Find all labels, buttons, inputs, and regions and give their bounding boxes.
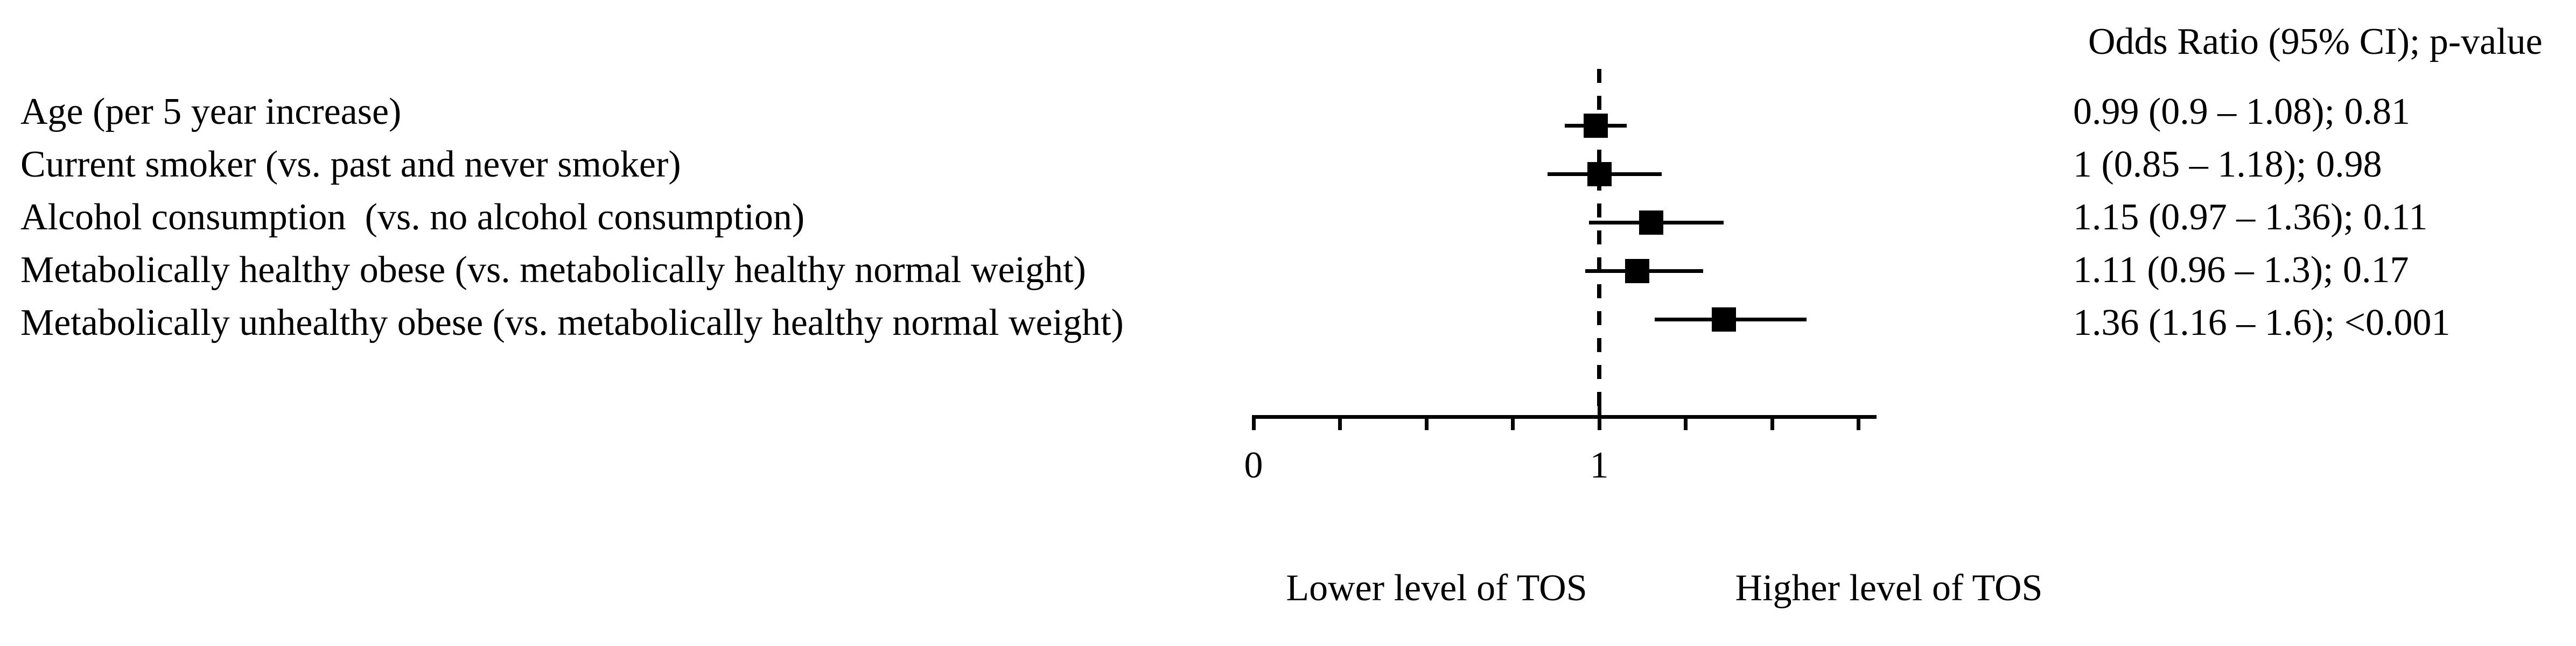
x-axis-tick xyxy=(1511,416,1515,430)
row-label-metabolically-healthy-obese: Metabolically healthy obese (vs. metabol… xyxy=(20,249,1086,291)
x-axis-tick-label: 1 xyxy=(1590,445,1609,486)
or-marker xyxy=(1711,307,1736,332)
x-axis-tick-label: 0 xyxy=(1244,445,1263,486)
axis-annotation-lower-tos: Lower level of TOS xyxy=(1286,567,1587,609)
x-axis-tick xyxy=(1770,416,1774,430)
or-value-current-smoker: 1 (0.85 – 1.18); 0.98 xyxy=(2073,144,2382,185)
x-axis-tick xyxy=(1251,416,1256,430)
row-label-alcohol-consumption: Alcohol consumption (vs. no alcohol cons… xyxy=(20,196,805,238)
axis-annotation-higher-tos: Higher level of TOS xyxy=(1735,567,2043,609)
x-axis-tick xyxy=(1597,404,1601,430)
or-marker xyxy=(1639,210,1663,235)
row-label-current-smoker: Current smoker (vs. past and never smoke… xyxy=(20,144,681,185)
or-value-metabolically-healthy-obese: 1.11 (0.96 – 1.3); 0.17 xyxy=(2073,249,2409,291)
or-marker xyxy=(1625,258,1650,283)
x-axis-tick xyxy=(1684,416,1688,430)
x-axis-tick xyxy=(1424,416,1429,430)
reference-line-or-1 xyxy=(1597,69,1601,417)
x-axis-line xyxy=(1252,415,1877,419)
or-marker xyxy=(1584,113,1608,138)
row-label-metabolically-unhealthy-obese: Metabolically unhealthy obese (vs. metab… xyxy=(20,302,1124,343)
x-axis-tick xyxy=(1338,416,1342,430)
or-marker xyxy=(1587,162,1612,186)
or-value-metabolically-unhealthy-obese: 1.36 (1.16 – 1.6); <0.001 xyxy=(2073,302,2451,343)
or-value-age: 0.99 (0.9 – 1.08); 0.81 xyxy=(2073,91,2411,132)
row-label-age: Age (per 5 year increase) xyxy=(20,91,402,132)
x-axis-tick xyxy=(1857,416,1860,430)
odds-ratio-column-header: Odds Ratio (95% CI); p-value xyxy=(2088,21,2543,62)
or-value-alcohol-consumption: 1.15 (0.97 – 1.36); 0.11 xyxy=(2073,196,2428,238)
